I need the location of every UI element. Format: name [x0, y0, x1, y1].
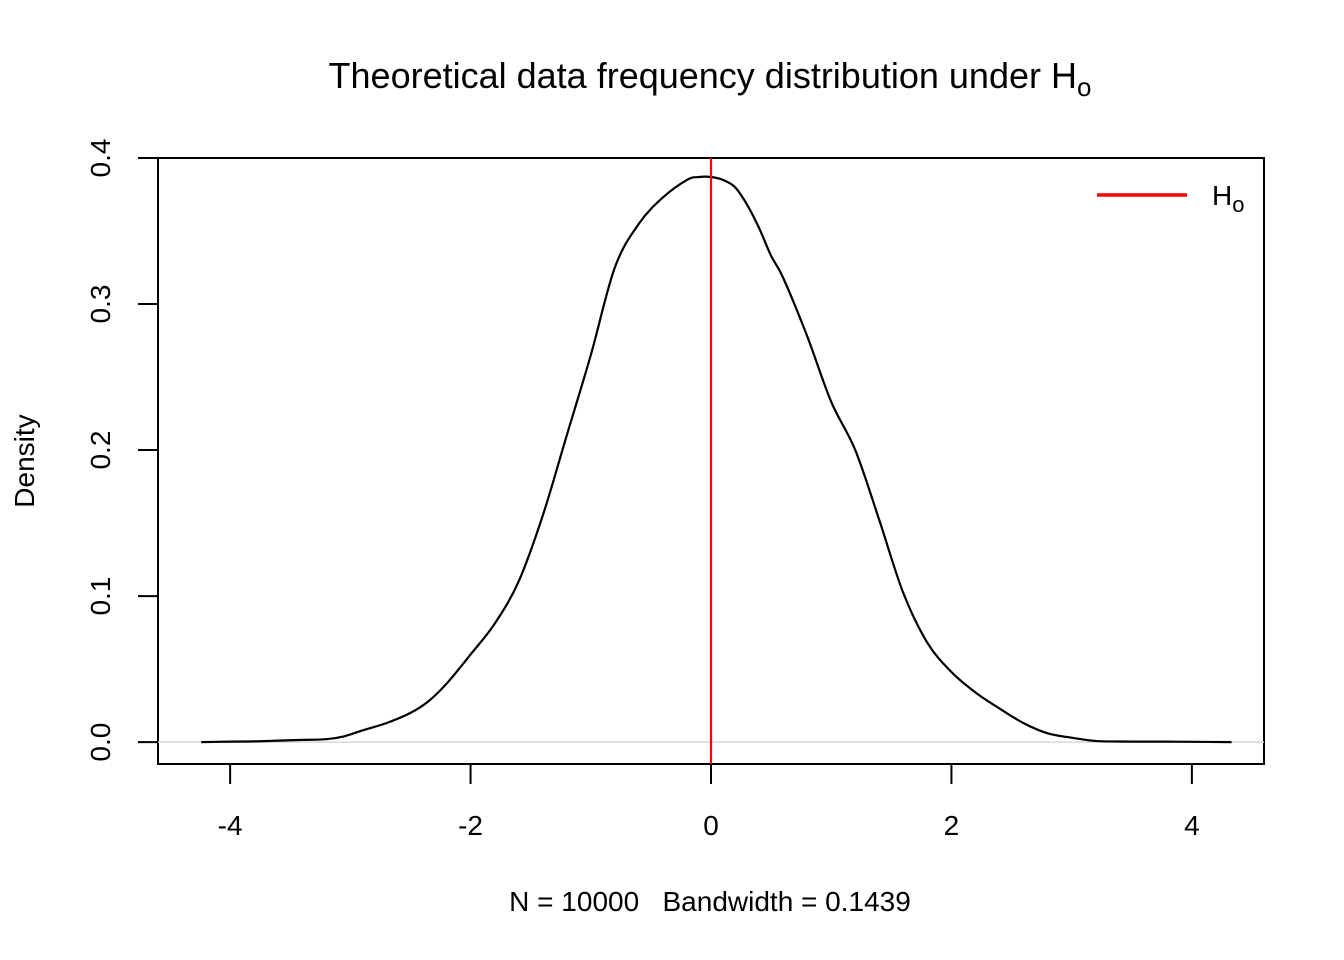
x-axis: -4 -2 0 2 4: [218, 763, 1200, 841]
legend-label-main: H: [1212, 180, 1232, 211]
y-tick-label: 0.0: [85, 723, 116, 762]
y-tick-label: 0.4: [85, 139, 116, 178]
chart-title-main: Theoretical data frequency distribution …: [329, 55, 1077, 96]
y-tick-label: 0.1: [85, 577, 116, 616]
y-axis: 0.0 0.1 0.2 0.3 0.4: [85, 139, 159, 762]
x-tick-label: -4: [218, 810, 243, 841]
chart-title-subscript: o: [1077, 72, 1091, 102]
y-tick-label: 0.3: [85, 285, 116, 324]
legend: Ho: [1097, 180, 1244, 217]
x-tick-label: 0: [703, 810, 719, 841]
x-tick-label: 2: [944, 810, 960, 841]
chart-title: Theoretical data frequency distribution …: [329, 55, 1092, 102]
x-tick-label: -2: [458, 810, 483, 841]
x-tick-label: 4: [1184, 810, 1200, 841]
y-axis-label: Density: [9, 414, 40, 507]
density-curve: [201, 175, 1232, 744]
legend-label-subscript: o: [1232, 192, 1244, 217]
y-tick-label: 0.2: [85, 431, 116, 470]
legend-label-h0: Ho: [1212, 180, 1244, 217]
x-axis-label: N = 10000 Bandwidth = 0.1439: [509, 886, 911, 917]
